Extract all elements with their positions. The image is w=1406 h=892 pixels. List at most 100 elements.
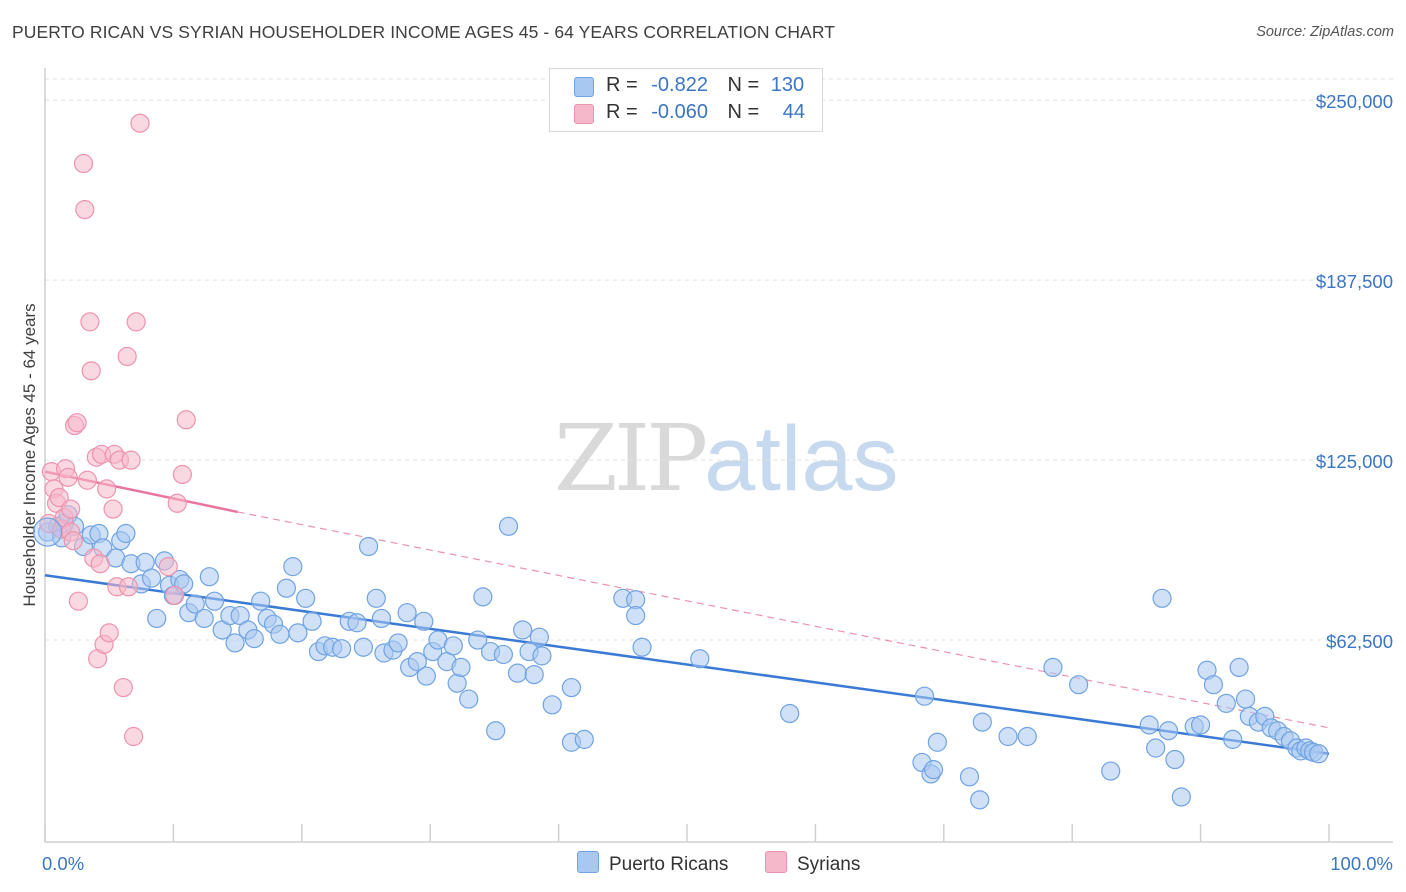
syrian-point	[67, 413, 87, 433]
syrian-point	[99, 623, 119, 643]
puerto-rican-point	[780, 703, 800, 724]
syrian-point	[176, 410, 196, 430]
legend-n-label: N =	[727, 74, 760, 96]
syrian-point	[80, 312, 100, 332]
puerto-rican-point	[366, 588, 386, 608]
puerto-rican-point	[498, 516, 519, 536]
syrian-point	[167, 493, 187, 513]
puerto-rican-point	[1152, 588, 1172, 608]
puerto-rican-point	[225, 633, 245, 653]
y-tick-label: $187,500	[1316, 271, 1393, 292]
puerto-rican-point	[959, 767, 980, 787]
puerto-rican-point	[1216, 693, 1236, 713]
puerto-rican-point	[116, 523, 136, 544]
legend-label-puerto-ricans: Puerto Ricans	[609, 854, 729, 875]
syrian-point	[58, 467, 78, 487]
puerto-rican-point	[914, 686, 935, 706]
puerto-rican-point	[998, 726, 1018, 747]
puerto-rican-point	[468, 630, 488, 650]
puerto-rican-point	[542, 695, 562, 715]
puerto-rican-point	[1146, 738, 1166, 758]
puerto-rican-point	[927, 732, 947, 752]
puerto-rican-point	[358, 536, 379, 557]
puerto-rican-point	[270, 624, 290, 644]
legend-swatch-puerto-ricans	[577, 851, 599, 873]
legend-r-label: R =	[606, 74, 638, 96]
x-tick-label: 100.0%	[1330, 853, 1393, 874]
legend-swatch-puerto-ricans	[574, 77, 594, 97]
syrian-point	[103, 499, 123, 519]
legend-item-syrians: Syrians	[765, 851, 860, 876]
watermark-zip: ZIP	[554, 405, 708, 512]
puerto-rican-point	[371, 608, 392, 629]
puerto-rican-point	[185, 594, 205, 614]
puerto-rican-point	[251, 591, 271, 611]
puerto-rican-point	[1223, 729, 1243, 749]
chart-source: Source: ZipAtlas.com	[1256, 24, 1394, 40]
puerto-rican-point	[1069, 675, 1089, 695]
puerto-rican-point	[397, 603, 417, 623]
syrian-point	[68, 591, 88, 611]
data-points	[32, 113, 1329, 810]
legend-item-puerto-ricans: Puerto Ricans	[577, 851, 728, 876]
puerto-rican-point	[970, 790, 990, 810]
puerto-rican-point	[204, 591, 225, 611]
puerto-rican-point	[1165, 749, 1185, 770]
syrian-point	[61, 499, 81, 519]
syrian-point	[118, 577, 139, 597]
legend-label-syrians: Syrians	[797, 854, 861, 875]
puerto-rican-point	[451, 657, 471, 678]
legend-n-value: 130	[770, 74, 805, 96]
puerto-rican-point	[244, 629, 264, 649]
puerto-rican-point	[447, 673, 467, 693]
puerto-rican-point	[283, 557, 303, 577]
syrian-point	[81, 361, 101, 381]
watermark-atlas: atlas	[704, 408, 899, 510]
trend-line-puerto-ricans	[44, 574, 1330, 756]
y-tick-label: $125,000	[1316, 451, 1393, 472]
puerto-rican-point	[574, 729, 594, 749]
legend-swatch-syrians	[765, 851, 787, 873]
y-tick-label: $62,500	[1326, 631, 1393, 652]
syrian-point	[97, 479, 117, 499]
puerto-rican-point	[414, 611, 434, 631]
puerto-rican-point	[347, 613, 367, 633]
puerto-rican-point	[507, 663, 528, 683]
puerto-rican-point	[1229, 657, 1249, 678]
chart-title: PUERTO RICAN VS SYRIAN HOUSEHOLDER INCOM…	[12, 22, 836, 42]
legend-r-value: -0.822	[651, 74, 708, 96]
syrian-point	[63, 531, 83, 551]
puerto-rican-point	[388, 633, 408, 653]
puerto-rican-point	[1158, 721, 1179, 741]
syrian-point	[73, 153, 94, 174]
syrian-point	[130, 113, 150, 133]
puerto-rican-point	[690, 649, 710, 669]
puerto-rican-point	[524, 664, 544, 685]
puerto-rican-point	[32, 517, 63, 547]
puerto-rican-point	[1139, 715, 1159, 735]
syrian-point	[49, 487, 69, 508]
puerto-rican-point	[486, 721, 506, 741]
syrian-point	[126, 312, 146, 332]
puerto-rican-point	[972, 712, 992, 732]
puerto-rican-point	[1235, 689, 1256, 709]
puerto-rican-point	[459, 689, 479, 709]
y-tick-label: $250,000	[1316, 91, 1393, 112]
puerto-rican-point	[1043, 657, 1063, 678]
puerto-rican-point	[1101, 761, 1121, 781]
syrian-point	[117, 346, 137, 367]
puerto-rican-point	[443, 636, 463, 656]
puerto-rican-point	[332, 639, 352, 659]
puerto-rican-point	[493, 644, 513, 665]
syrian-point	[123, 726, 144, 747]
puerto-rican-point	[194, 608, 214, 629]
puerto-rican-point	[1171, 787, 1191, 807]
syrian-point	[158, 557, 178, 577]
puerto-rican-point	[199, 567, 219, 587]
puerto-rican-point	[407, 652, 427, 672]
legend-r-value: -0.060	[651, 101, 708, 123]
syrian-point	[90, 554, 110, 574]
puerto-rican-point	[626, 605, 646, 626]
puerto-rican-point	[1309, 744, 1329, 764]
